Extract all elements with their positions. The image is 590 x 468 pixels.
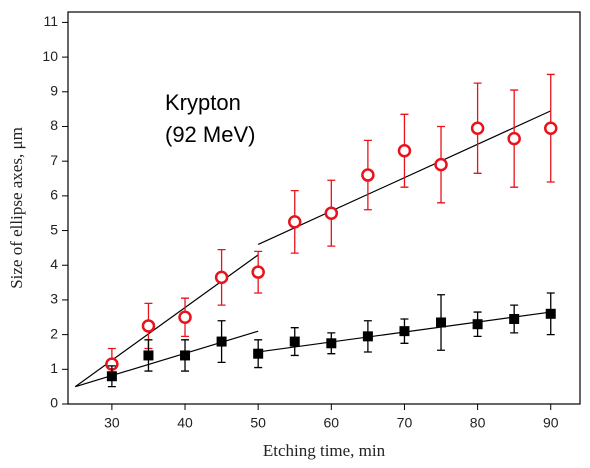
point <box>324 206 339 220</box>
point <box>507 131 521 146</box>
point <box>362 331 373 342</box>
y-tick-label: 3 <box>50 291 58 307</box>
point <box>289 336 300 347</box>
y-tick-label: 11 <box>43 13 58 29</box>
point <box>326 338 337 349</box>
x-tick-label: 40 <box>177 415 193 431</box>
point <box>545 308 556 319</box>
point <box>436 317 447 328</box>
x-tick-label: 70 <box>397 415 413 431</box>
point <box>287 215 302 229</box>
point <box>434 157 448 172</box>
y-tick-label: 0 <box>50 395 58 411</box>
point <box>141 319 156 333</box>
plot-frame <box>67 11 581 405</box>
y-tick-label: 5 <box>50 221 58 237</box>
x-tick-label: 80 <box>470 415 486 431</box>
y-tick-label: 4 <box>50 256 58 272</box>
point <box>216 336 227 347</box>
y-tick-label: 1 <box>50 360 58 376</box>
y-tick-label: 6 <box>50 187 58 203</box>
point <box>214 270 229 285</box>
x-tick-label: 30 <box>104 415 120 431</box>
y-tick-label: 7 <box>50 152 58 168</box>
y-axis-label: Size of ellipse axes, μm <box>7 127 26 289</box>
point <box>106 371 117 382</box>
annotation: Krypton <box>165 90 241 115</box>
point <box>143 350 154 361</box>
y-tick-label: 2 <box>50 325 58 341</box>
x-tick-label: 60 <box>324 415 340 431</box>
point <box>470 121 485 135</box>
fit-line <box>75 330 259 388</box>
point <box>178 310 192 325</box>
x-axis-label: Etching time, min <box>263 441 386 460</box>
point <box>251 265 265 279</box>
point <box>472 319 483 330</box>
y-tick-label: 9 <box>50 82 58 98</box>
point <box>399 326 410 337</box>
x-tick-label: 50 <box>250 415 266 431</box>
point <box>397 144 412 158</box>
point <box>180 350 191 361</box>
fit-line <box>74 254 259 388</box>
point <box>509 314 520 325</box>
x-tick-label: 90 <box>543 415 559 431</box>
point <box>361 168 375 182</box>
point <box>253 348 264 359</box>
point <box>543 121 558 135</box>
annotation: (92 MeV) <box>165 122 255 147</box>
y-tick-label: 8 <box>50 117 58 133</box>
y-tick-label: 10 <box>42 48 58 64</box>
